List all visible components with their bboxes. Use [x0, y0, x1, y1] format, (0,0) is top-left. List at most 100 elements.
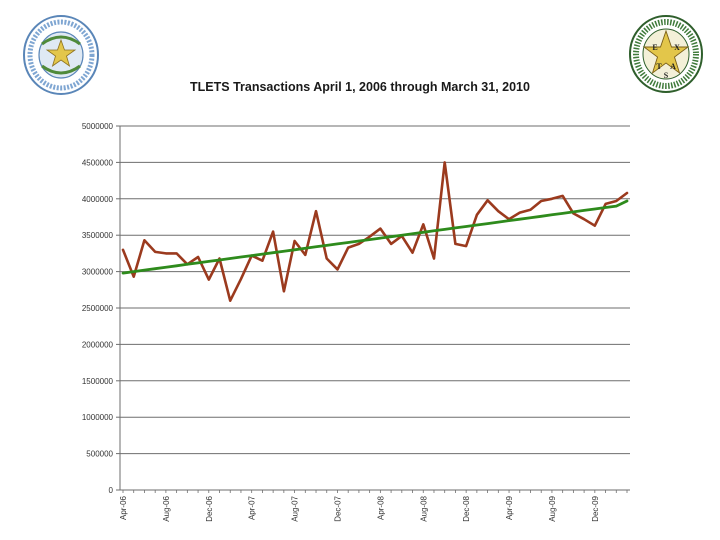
- data-point: [208, 279, 210, 281]
- data-point: [304, 254, 306, 256]
- data-point: [411, 233, 414, 235]
- data-point: [411, 252, 414, 254]
- data-point: [497, 221, 499, 223]
- x-tick-label: Apr-06: [119, 495, 128, 520]
- series-line-transactions: [121, 161, 629, 302]
- data-point: [615, 205, 617, 207]
- data-point: [315, 246, 317, 248]
- data-point: [508, 220, 510, 222]
- x-tick-label: Apr-07: [248, 495, 257, 520]
- data-point: [433, 230, 435, 232]
- data-point: [229, 300, 231, 302]
- data-point: [626, 192, 628, 194]
- data-point: [390, 236, 392, 238]
- y-tick-label: 4000000: [82, 195, 114, 204]
- data-point: [347, 241, 349, 244]
- data-point: [529, 209, 532, 211]
- data-point: [336, 243, 339, 245]
- data-point: [401, 234, 403, 236]
- data-point: [529, 217, 532, 219]
- data-point: [154, 251, 156, 253]
- data-point: [261, 253, 264, 255]
- data-point: [519, 218, 521, 220]
- data-point: [551, 198, 553, 200]
- y-tick-label: 3500000: [82, 231, 114, 240]
- x-tick-label: Dec-08: [462, 495, 471, 521]
- svg-text:A: A: [670, 62, 676, 71]
- data-point: [465, 225, 467, 228]
- svg-text:E: E: [652, 43, 657, 52]
- data-point: [594, 208, 596, 210]
- data-point: [369, 238, 371, 241]
- data-point: [540, 200, 542, 202]
- data-point: [562, 195, 564, 197]
- x-tick-label: Dec-06: [205, 495, 214, 521]
- data-point: [197, 262, 199, 264]
- data-point: [154, 268, 156, 270]
- y-tick-label: 500000: [86, 450, 113, 459]
- data-point: [240, 278, 242, 280]
- x-tick-label: Apr-08: [376, 495, 385, 520]
- data-point: [476, 214, 478, 216]
- data-point: [454, 227, 457, 229]
- data-point: [594, 225, 596, 227]
- data-point: [229, 257, 231, 260]
- data-point: [444, 161, 446, 163]
- data-point: [572, 211, 574, 213]
- data-point: [293, 240, 296, 242]
- data-point: [486, 222, 489, 225]
- x-tick-label: Aug-08: [419, 495, 428, 521]
- data-point: [143, 239, 146, 241]
- data-point: [562, 212, 564, 214]
- series-line-trend: [121, 199, 629, 275]
- data-point: [626, 200, 628, 202]
- data-point: [433, 257, 435, 260]
- data-point: [272, 230, 274, 233]
- data-point: [218, 259, 221, 261]
- y-tick-label: 5000000: [82, 122, 114, 131]
- data-point: [519, 212, 521, 214]
- data-point: [615, 200, 617, 202]
- data-point: [486, 199, 489, 201]
- y-tick-label: 1000000: [82, 413, 114, 422]
- data-point: [283, 290, 285, 292]
- svg-text:X: X: [674, 43, 680, 52]
- data-point: [251, 254, 253, 257]
- data-point: [176, 265, 178, 267]
- data-point: [197, 256, 199, 258]
- data-point: [326, 257, 328, 260]
- data-point: [293, 249, 296, 251]
- x-tick-label: Aug-09: [548, 495, 557, 521]
- line-chart: 0 500000 1000000 1500000 2000000 2500000 30000…: [82, 122, 630, 522]
- data-point: [465, 245, 467, 247]
- data-point: [272, 252, 274, 254]
- data-point: [604, 203, 607, 205]
- data-point: [176, 252, 178, 254]
- data-point: [358, 240, 360, 242]
- data-point: [143, 269, 146, 271]
- data-point: [604, 206, 607, 209]
- data-point: [422, 231, 424, 233]
- x-axis-ticks: Apr-06 Aug-06 Dec-06 Apr-07 Aug-07 Dec-07 Apr-…: [119, 490, 628, 522]
- data-point: [454, 243, 457, 245]
- svg-text:S: S: [664, 71, 669, 80]
- series: [121, 161, 629, 302]
- x-tick-label: Aug-06: [162, 495, 171, 521]
- data-point: [379, 228, 381, 230]
- data-point: [165, 252, 167, 254]
- data-point: [390, 243, 392, 245]
- data-point: [283, 250, 285, 252]
- data-point: [347, 246, 349, 249]
- data-point: [336, 268, 339, 271]
- data-point: [240, 256, 242, 258]
- x-tick-label: Dec-09: [591, 495, 600, 521]
- texas-dps-badge-icon: E X T A S: [629, 15, 703, 93]
- data-point: [165, 266, 167, 268]
- x-tick-label: Apr-09: [505, 495, 514, 520]
- y-tick-label: 4500000: [82, 158, 114, 167]
- data-point: [497, 210, 499, 212]
- data-point: [122, 272, 124, 274]
- data-point: [422, 223, 424, 225]
- data-point: [315, 210, 317, 212]
